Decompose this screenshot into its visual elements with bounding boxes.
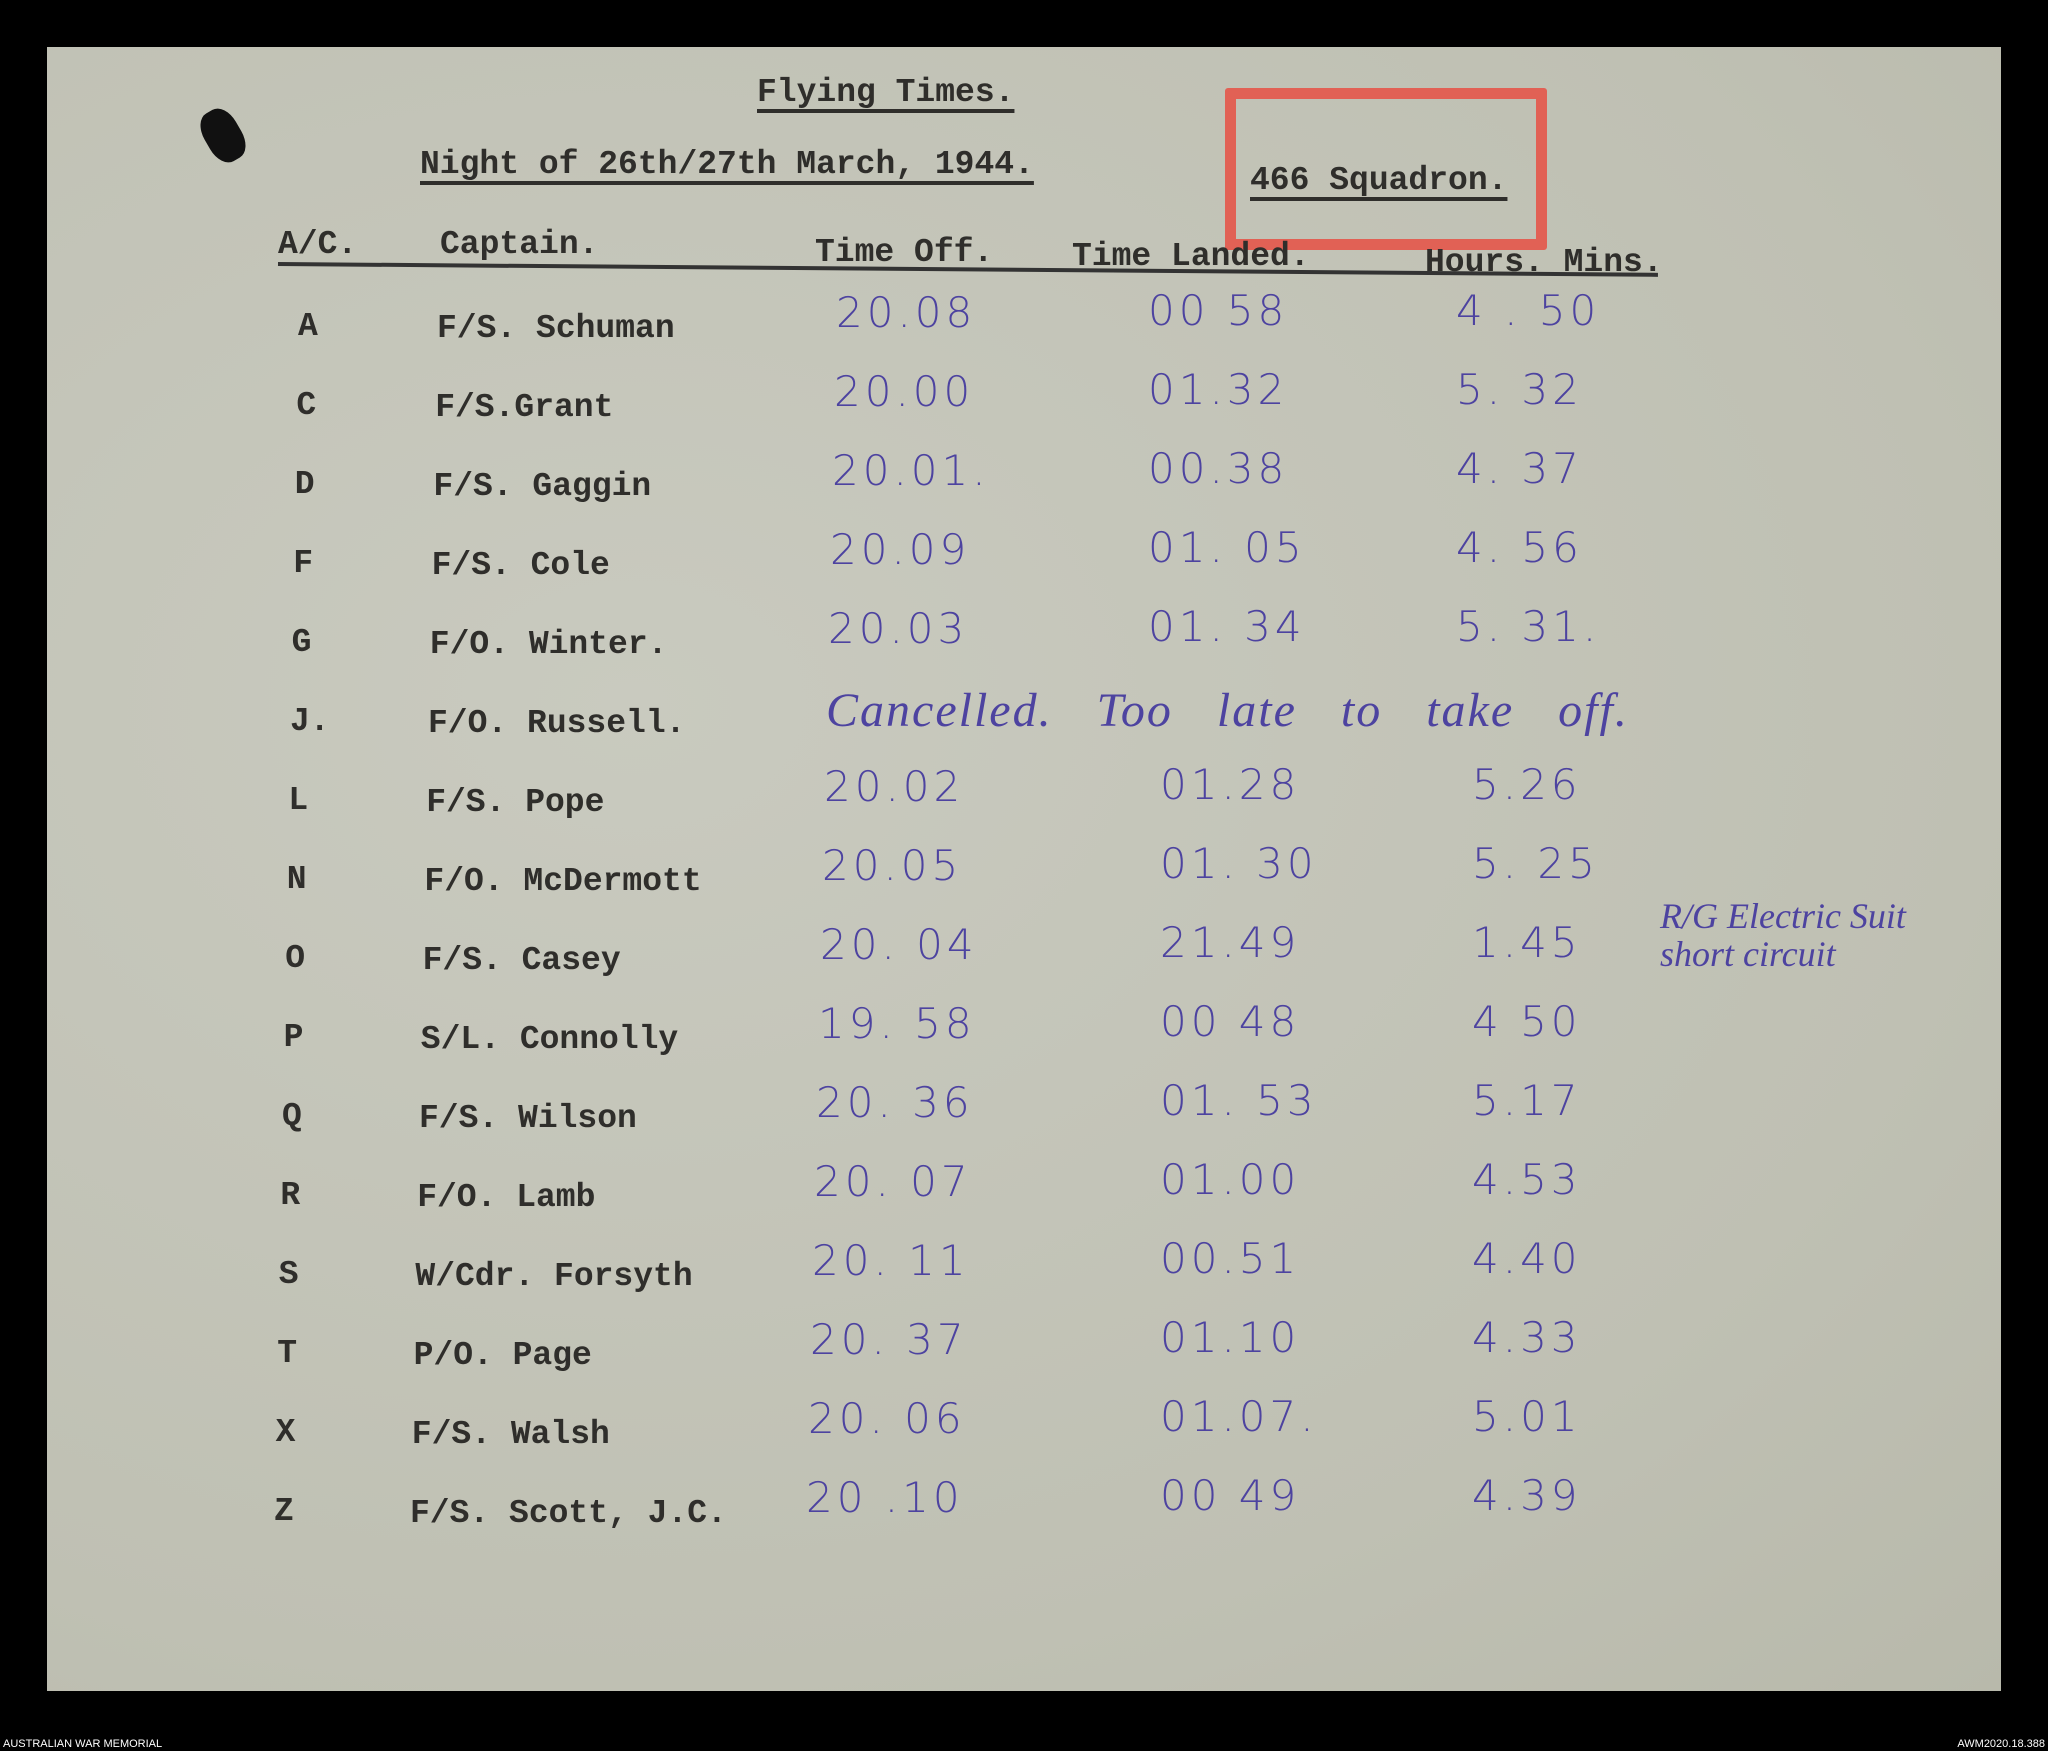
cell-ac: C: [296, 387, 317, 424]
cell-ac: O: [285, 940, 305, 977]
cell-ac: A: [298, 308, 318, 345]
cell-ac: R: [280, 1177, 301, 1214]
cell-off: 20.02: [824, 762, 965, 811]
cell-captain: F/S. Pope: [426, 784, 605, 821]
cell-ac: S: [278, 1256, 299, 1293]
cell-landed: 01.10: [1160, 1313, 1301, 1362]
cell-hours: 5. 31.: [1456, 602, 1601, 651]
cell-hours: 4.53: [1472, 1155, 1582, 1204]
cell-off: 20. 36: [816, 1078, 974, 1127]
cell-ac: N: [286, 861, 307, 898]
cell-hours: 5. 32: [1456, 365, 1583, 414]
cell-ac: J.: [290, 703, 330, 740]
cell-hours: 4.39: [1472, 1471, 1582, 1520]
cell-ac: L: [288, 782, 309, 819]
note-line-2: short circuit: [1660, 934, 1836, 974]
handwritten-note: R/G Electric Suit short circuit: [1660, 897, 1906, 973]
cell-off: 20.09: [830, 525, 971, 574]
cell-hours: 4. 37: [1456, 444, 1583, 493]
cell-captain: F/O. Russell.: [428, 705, 686, 742]
cell-ac: Q: [282, 1098, 302, 1135]
cell-ac: T: [277, 1335, 297, 1372]
cell-hours: 4.40: [1472, 1234, 1582, 1283]
cell-off: 20.03: [828, 604, 969, 653]
cell-captain: F/O. Lamb: [417, 1179, 596, 1216]
cell-off: 20.00: [834, 367, 975, 416]
cell-off: 20.01.: [832, 446, 990, 495]
cell-hours: 5.17: [1472, 1076, 1582, 1125]
cell-off: 20 .10: [806, 1473, 964, 1522]
cell-landed: 21.49: [1160, 918, 1301, 967]
cell-captain: F/O. McDermott: [424, 863, 702, 900]
note-line-1: R/G Electric Suit: [1660, 896, 1906, 936]
cell-landed: 01. 53: [1160, 1076, 1318, 1125]
cell-captain: F/S. Gaggin: [433, 468, 652, 505]
cell-landed: 01.28: [1160, 760, 1301, 809]
cell-landed: 01. 05: [1148, 523, 1306, 572]
cell-off: 20. 37: [810, 1315, 968, 1364]
cell-ac: X: [275, 1414, 296, 1451]
cell-captain: F/O. Winter.: [429, 626, 668, 663]
cell-hours: 5.26: [1472, 760, 1582, 809]
cell-hours: 4 . 50: [1456, 286, 1601, 335]
cell-off: 20. 07: [814, 1157, 972, 1206]
cell-off: 20. 11: [812, 1236, 970, 1285]
cell-landed: 01. 34: [1148, 602, 1306, 651]
footer-accession: AWM2020.18.388: [1957, 1738, 2045, 1750]
cell-ac: Z: [274, 1493, 294, 1530]
cell-off: 19. 58: [818, 999, 976, 1048]
column-header-ac: A/C.: [278, 226, 358, 263]
cell-off: 20. 04: [820, 920, 978, 969]
cell-captain: F/S.Grant: [435, 389, 614, 426]
cell-ac: F: [293, 545, 313, 582]
cell-ac: P: [283, 1019, 304, 1056]
cell-off: 20. 06: [808, 1394, 966, 1443]
document-subtitle: Night of 26th/27th March, 1944.: [420, 146, 1034, 183]
cell-hours: 4. 56: [1456, 523, 1583, 572]
cell-hours: 4 50: [1472, 997, 1582, 1046]
cell-off: Cancelled. Too late to take off.: [826, 684, 1629, 737]
cell-landed: 00 49: [1160, 1471, 1301, 1520]
cell-captain: F/S. Schuman: [437, 310, 675, 347]
cell-off: 20.08: [836, 288, 977, 337]
cell-landed: 00 58: [1148, 286, 1289, 335]
cell-captain: F/S. Scott, J.C.: [410, 1495, 727, 1532]
cell-landed: 01.07.: [1160, 1392, 1318, 1441]
cell-landed: 01.32: [1148, 365, 1289, 414]
cell-landed: 01. 30: [1160, 839, 1318, 888]
cell-captain: F/S. Wilson: [419, 1100, 637, 1137]
cell-hours: 5. 25: [1472, 839, 1599, 888]
cell-hours: 4.33: [1472, 1313, 1582, 1362]
document-title: Flying Times.: [757, 74, 1015, 111]
column-header-captain: Captain.: [440, 226, 599, 263]
cell-captain: F/S. Walsh: [411, 1416, 610, 1453]
cell-landed: 00.51: [1160, 1234, 1301, 1283]
cell-captain: P/O. Page: [413, 1337, 592, 1374]
cell-landed: 01.00: [1160, 1155, 1301, 1204]
cell-captain: S/L. Connolly: [420, 1021, 679, 1058]
red-pencil-box: [1225, 88, 1547, 250]
cell-captain: W/Cdr. Forsyth: [415, 1258, 693, 1295]
cell-ac: G: [291, 624, 312, 661]
squadron-label: 466 Squadron.: [1250, 162, 1508, 199]
cell-landed: 00.38: [1148, 444, 1289, 493]
cell-hours: 1.45: [1472, 918, 1582, 967]
document-page: [47, 47, 2001, 1691]
column-header-time-off: Time Off.: [815, 234, 994, 271]
cell-captain: F/S. Cole: [431, 547, 610, 584]
cell-ac: D: [294, 466, 315, 503]
cell-landed: 00 48: [1160, 997, 1301, 1046]
cell-hours: 5.01: [1472, 1392, 1582, 1441]
footer-institution: AUSTRALIAN WAR MEMORIAL: [3, 1738, 163, 1750]
cell-captain: F/S. Casey: [422, 942, 621, 979]
cell-off: 20.05: [822, 841, 963, 890]
